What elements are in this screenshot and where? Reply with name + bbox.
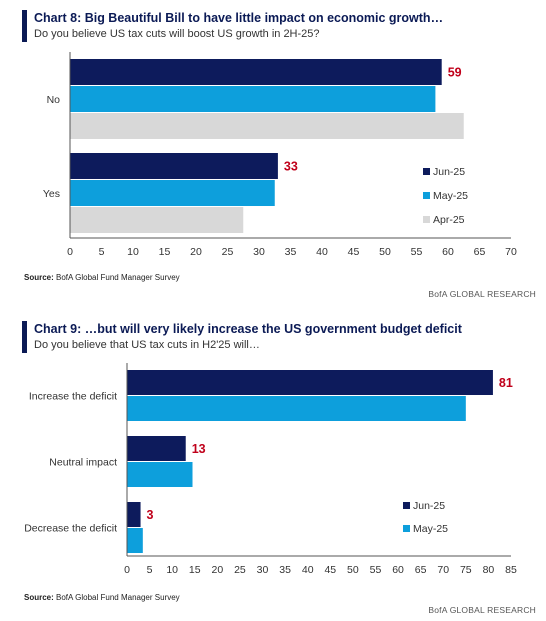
chart9-bar-increase-the-deficit-jun-25 [127, 370, 493, 395]
chart9-accent-bar [22, 321, 27, 353]
chart8-title: Chart 8: Big Beautiful Bill to have litt… [34, 11, 444, 25]
chart9-x-tick-label: 10 [166, 564, 178, 576]
chart9-legend-label: Jun-25 [413, 500, 445, 512]
chart9-x-tick-label: 55 [370, 564, 382, 576]
chart9-subtitle: Do you believe that US tax cuts in H2'25… [34, 339, 260, 351]
chart8-source-label: Source: [24, 273, 54, 282]
chart9-x-tick-label: 40 [302, 564, 314, 576]
chart8-accent-bar [22, 10, 27, 42]
chart8-bar-yes-jun-25 [70, 153, 278, 179]
chart9-category-label: Decrease the deficit [24, 523, 117, 535]
chart9-x-tick-label: 50 [347, 564, 359, 576]
chart9-x-tick-label: 75 [460, 564, 472, 576]
chart8-bar-yes-may-25 [70, 180, 275, 206]
chart9-x-tick-label: 85 [505, 564, 517, 576]
chart9-bar-increase-the-deficit-may-25 [127, 396, 466, 421]
chart8-legend-swatch [423, 168, 430, 175]
chart9-data-label: 81 [499, 376, 513, 390]
chart8-bar-yes-apr-25 [70, 207, 244, 233]
chart9-title: Chart 9: …but will very likely increase … [34, 322, 462, 336]
chart9-data-label: 13 [192, 442, 206, 456]
chart9-x-tick-label: 65 [415, 564, 427, 576]
chart8-legend-swatch [423, 216, 430, 223]
chart9-x-tick-label: 60 [392, 564, 404, 576]
chart9-legend-swatch [403, 502, 410, 509]
chart8-x-tick-label: 20 [190, 246, 202, 258]
chart8-x-tick-label: 55 [411, 246, 423, 258]
chart8-x-tick-label: 45 [348, 246, 360, 258]
chart9-legend-label: May-25 [413, 523, 448, 535]
chart9-x-tick-label: 45 [324, 564, 336, 576]
chart9-bar-neutral-impact-jun-25 [127, 436, 186, 461]
chart9-data-label: 3 [147, 508, 154, 522]
chart8-brand: BofA GLOBAL RESEARCH [428, 289, 536, 299]
chart8-x-tick-label: 15 [159, 246, 171, 258]
chart9-x-tick-label: 25 [234, 564, 246, 576]
chart8-x-tick-label: 30 [253, 246, 265, 258]
chart9-category-label: Increase the deficit [29, 391, 117, 403]
chart8-x-tick-label: 10 [127, 246, 139, 258]
chart9-x-tick-label: 30 [257, 564, 269, 576]
chart8-legend-swatch [423, 192, 430, 199]
chart8-x-tick-label: 25 [222, 246, 234, 258]
chart9-bar-neutral-impact-may-25 [127, 462, 193, 487]
chart9-category-label: Neutral impact [49, 457, 117, 469]
chart8-bar-no-apr-25 [70, 113, 464, 139]
chart8-x-tick-label: 70 [505, 246, 517, 258]
chart8-source-text: BofA Global Fund Manager Survey [53, 273, 180, 282]
chart9-source: Source: BofA Global Fund Manager Survey [24, 593, 180, 602]
chart8-x-tick-label: 35 [285, 246, 297, 258]
chart9-source-label: Source: [24, 593, 54, 602]
chart8-bar-no-may-25 [70, 86, 436, 112]
chart8-subtitle: Do you believe US tax cuts will boost US… [34, 28, 320, 40]
chart9-brand: BofA GLOBAL RESEARCH [428, 605, 536, 615]
chart9-x-tick-label: 80 [483, 564, 495, 576]
chart8-x-tick-label: 50 [379, 246, 391, 258]
chart8-x-tick-label: 40 [316, 246, 328, 258]
chart8-x-tick-label: 60 [442, 246, 454, 258]
chart9-legend-swatch [403, 525, 410, 532]
chart9-x-tick-label: 15 [189, 564, 201, 576]
chart8-source: Source: BofA Global Fund Manager Survey [24, 273, 180, 282]
chart8-legend-label: Apr-25 [433, 214, 465, 226]
chart8-x-tick-label: 5 [99, 246, 105, 258]
chart8-bar-no-jun-25 [70, 59, 442, 85]
chart8-legend-label: Jun-25 [433, 166, 465, 178]
chart8-data-label: 33 [284, 160, 298, 174]
chart8-legend-label: May-25 [433, 190, 468, 202]
chart8-category-label: Yes [43, 188, 60, 200]
chart9-x-tick-label: 35 [279, 564, 291, 576]
chart9-bar-decrease-the-deficit-jun-25 [127, 502, 141, 527]
chart9-x-tick-label: 5 [147, 564, 153, 576]
chart9-x-tick-label: 20 [212, 564, 224, 576]
chart8-data-label: 59 [448, 66, 462, 80]
chart8-x-tick-label: 65 [474, 246, 486, 258]
chart8-category-label: No [47, 94, 61, 106]
chart9-x-tick-label: 70 [437, 564, 449, 576]
chart9-source-text: BofA Global Fund Manager Survey [53, 593, 180, 602]
chart9-bar-decrease-the-deficit-may-25 [127, 528, 143, 553]
chart8-x-tick-label: 0 [67, 246, 73, 258]
chart9-x-tick-label: 0 [124, 564, 130, 576]
